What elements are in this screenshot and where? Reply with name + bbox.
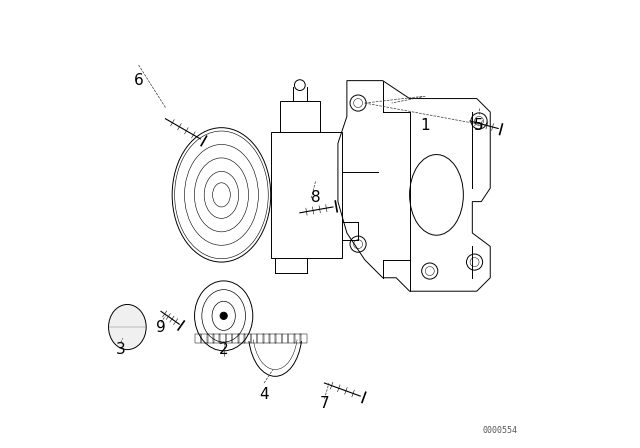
Text: 5: 5 <box>474 118 484 133</box>
Text: 0000554: 0000554 <box>482 426 517 435</box>
Ellipse shape <box>109 305 146 349</box>
Circle shape <box>220 312 227 319</box>
Text: 7: 7 <box>319 396 330 411</box>
Text: 8: 8 <box>310 190 321 205</box>
Text: 4: 4 <box>259 387 269 402</box>
Text: 1: 1 <box>420 118 430 133</box>
Text: 9: 9 <box>156 319 166 335</box>
Text: 3: 3 <box>116 342 125 357</box>
Text: 6: 6 <box>134 73 143 88</box>
Text: 2: 2 <box>219 342 228 357</box>
